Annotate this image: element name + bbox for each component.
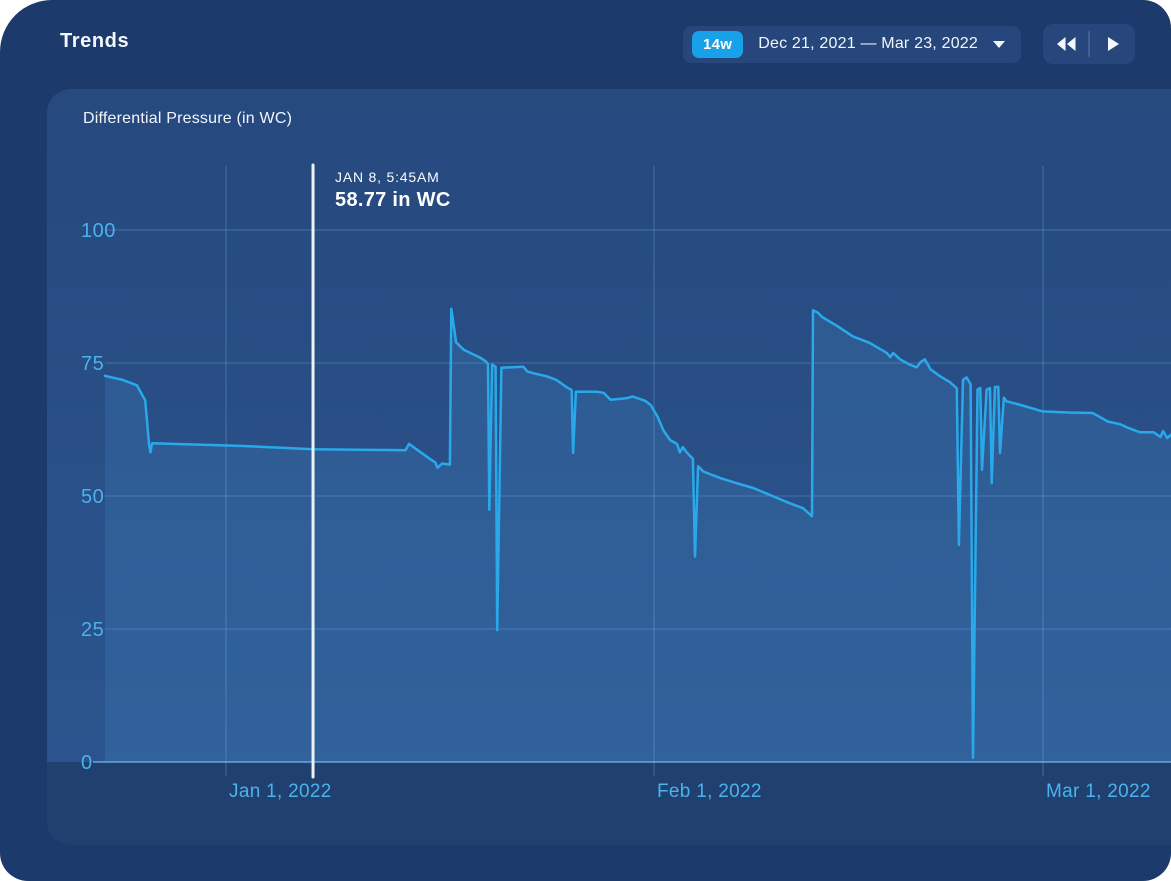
time-nav-group [1043,24,1135,64]
chart-panel: Differential Pressure (in WC) 0 25 50 75 100… [47,89,1171,845]
y-tick-label: 100 [81,220,116,242]
nav-divider [1088,31,1090,57]
series-line [103,307,1171,759]
date-range-picker[interactable]: 14w Dec 21, 2021 — Mar 23, 2022 [682,25,1021,63]
y-tick-label: 75 [81,353,104,375]
caret-down-icon [993,40,1005,48]
forward-button[interactable] [1090,24,1135,64]
header-controls: 14w Dec 21, 2021 — Mar 23, 2022 [682,24,1135,64]
rewind-button[interactable] [1043,24,1088,64]
right-triangle-icon [1107,37,1119,51]
page-title: Trends [60,30,130,52]
series-area [105,308,1171,762]
app-header: Trends 14w Dec 21, 2021 — Mar 23, 2022 [0,0,1171,89]
date-range-label: Dec 21, 2021 — Mar 23, 2022 [758,35,978,52]
double-left-triangles-icon [1056,37,1075,51]
y-tick-label: 0 [81,752,93,774]
y-tick-label: 25 [81,619,104,641]
chart-title: Differential Pressure (in WC) [83,110,293,127]
x-tick-label: Feb 1, 2022 [657,781,762,802]
x-tick-label: Jan 1, 2022 [229,781,332,802]
axis-footer-band [47,762,1171,845]
pressure-chart[interactable]: 0 25 50 75 100 Jan 1, 2022 Feb 1, 2022 Mar 1, 2… [47,89,1171,845]
y-tick-label: 50 [81,486,104,508]
range-duration-badge: 14w [691,30,744,58]
x-tick-label: Mar 1, 2022 [1046,781,1151,802]
